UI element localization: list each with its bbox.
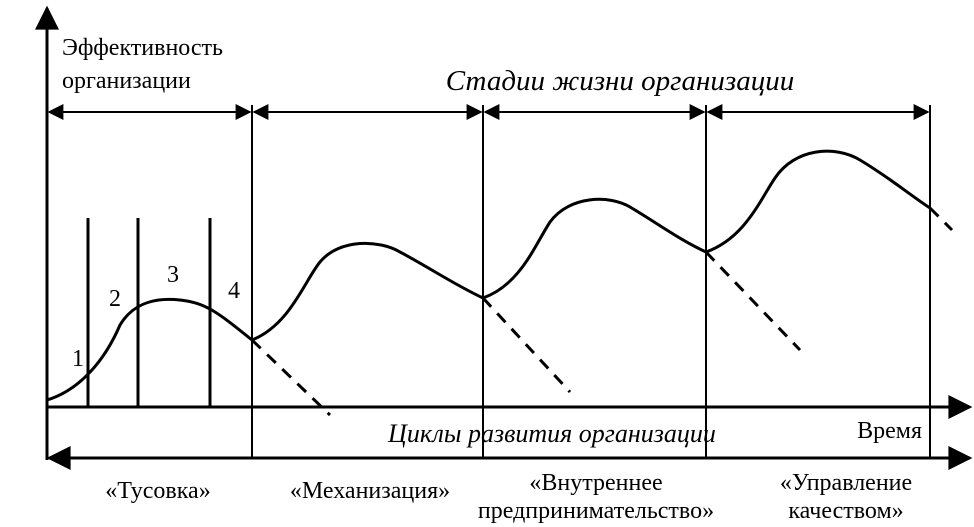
cycles-title: Циклы развития организации (387, 419, 716, 448)
cycle-number: 1 (72, 346, 84, 372)
y-axis-label: Эффективность (62, 35, 223, 61)
stage-arrows (46, 104, 973, 470)
cycle-number: 4 (228, 278, 240, 304)
stage-label: «Тусовка» (105, 478, 210, 504)
axes (35, 5, 973, 460)
stage-label: «Внутреннее (529, 470, 662, 496)
cycle-dividers (86, 218, 212, 407)
stage-label: качеством» (788, 498, 903, 524)
stage-label: «Механизация» (290, 478, 450, 504)
cycle-number: 2 (109, 286, 121, 312)
stages-title: Стадии жизни организации (446, 65, 794, 97)
x-axis-label: Время (857, 418, 922, 444)
curves (46, 149, 954, 417)
cycle-number: 3 (167, 262, 179, 288)
stage-dividers (251, 105, 931, 458)
stage-label: предпринимательство» (478, 498, 714, 524)
y-axis-label: организации (62, 68, 191, 94)
stage-label: «Управление (780, 470, 912, 496)
